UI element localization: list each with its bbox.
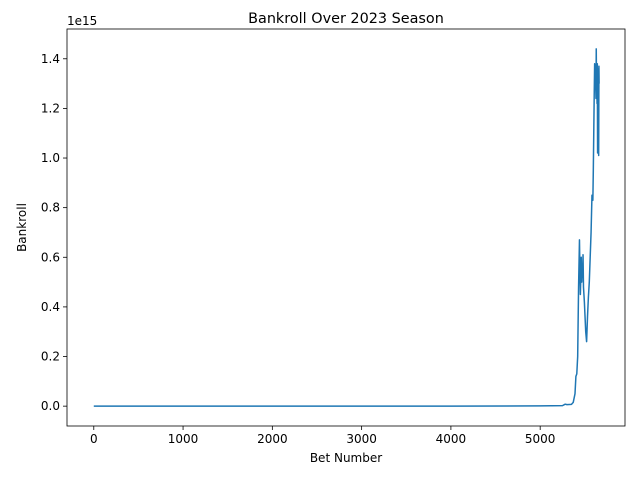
y-tick-label: 1.2 [41, 101, 60, 115]
y-tick-label: 0.8 [41, 201, 60, 215]
y-axis-label: Bankroll [15, 203, 29, 252]
x-axis-ticks: 0 1000 2000 3000 4000 5000 [90, 426, 555, 446]
x-tick-label: 1000 [168, 432, 199, 446]
series-line-0 [93, 48, 600, 407]
x-tick-label: 0 [90, 432, 98, 446]
x-tick-label: 5000 [525, 432, 556, 446]
y-tick-label: 0.6 [41, 250, 60, 264]
x-tick-label: 3000 [346, 432, 377, 446]
y-tick-label: 0.2 [41, 350, 60, 364]
chart-title: Bankroll Over 2023 Season [248, 11, 444, 27]
x-axis-label: Bet Number [310, 451, 382, 465]
plot-area [66, 28, 626, 427]
y-axis-ticks: 0.0 0.2 0.4 0.6 0.8 1.0 1.2 1.4 [41, 52, 67, 413]
y-axis-offset-label: 1e15 [67, 14, 97, 28]
y-tick-label: 0.0 [41, 399, 60, 413]
y-tick-label: 0.4 [41, 300, 60, 314]
x-tick-label: 4000 [436, 432, 467, 446]
y-tick-label: 1.4 [41, 52, 60, 66]
y-tick-label: 1.0 [41, 151, 60, 165]
axes-frame [66, 28, 626, 427]
x-tick-label: 2000 [257, 432, 288, 446]
